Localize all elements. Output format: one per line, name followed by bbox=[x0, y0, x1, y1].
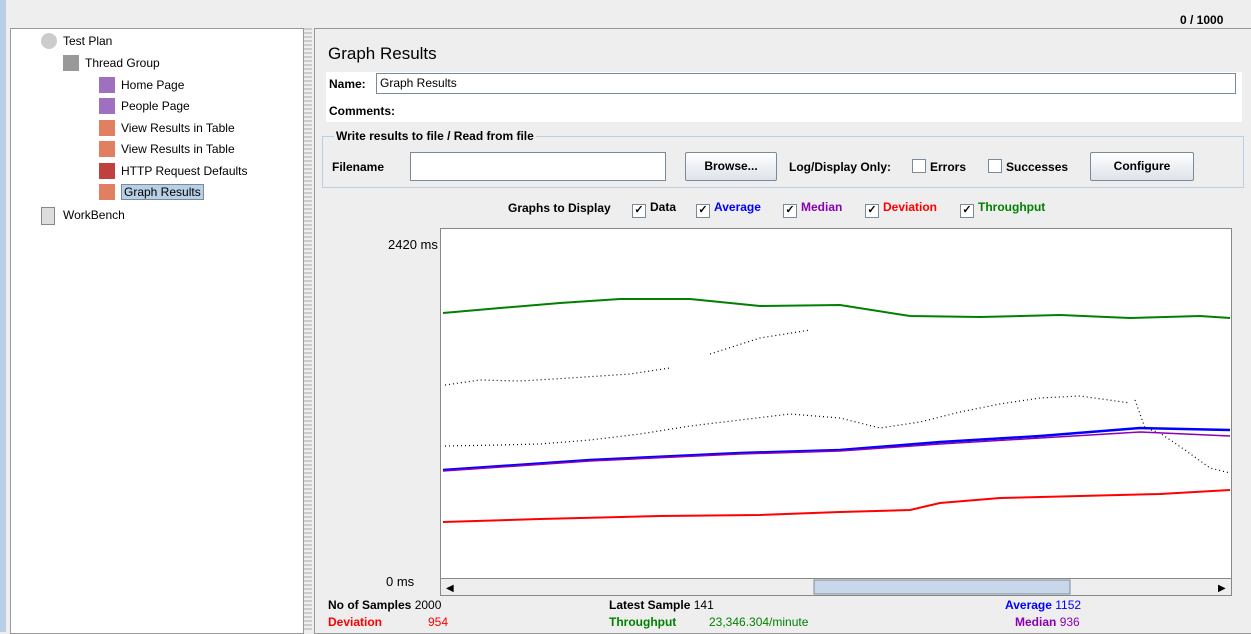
tree-panel: Test Plan Thread Group Home Page People … bbox=[10, 28, 304, 634]
configure-button[interactable]: Configure bbox=[1090, 152, 1194, 181]
scroll-right[interactable]: ▶ bbox=[1218, 583, 1226, 594]
name-field[interactable]: Graph Results bbox=[376, 73, 1236, 94]
node-label: HTTP Request Defaults bbox=[121, 164, 248, 178]
stat: Average 1152 bbox=[1005, 598, 1081, 612]
graph-toggle[interactable]: ✓ Deviation bbox=[865, 200, 937, 218]
graph-label: Median bbox=[801, 200, 843, 214]
graph-label: Throughput bbox=[978, 200, 1046, 214]
scroll-left[interactable]: ◀ bbox=[446, 583, 454, 594]
stat: Latest Sample 141 bbox=[609, 598, 714, 612]
stat-value: 23,346.304/minute bbox=[709, 615, 809, 629]
successes-label: Successes bbox=[1006, 160, 1069, 174]
plot-area bbox=[440, 228, 1232, 579]
tree-node[interactable]: View Results in Table bbox=[99, 119, 235, 137]
average-line bbox=[442, 426, 1231, 472]
data-points bbox=[709, 329, 811, 355]
graph-toggle[interactable]: ✓ Throughput bbox=[960, 200, 1045, 218]
stat-value: 936 bbox=[1059, 615, 1080, 629]
graph-toggle[interactable]: ✓ Average bbox=[696, 200, 761, 218]
counter: 0 / 1000 bbox=[1180, 13, 1224, 27]
successes-checkbox[interactable]: Successes bbox=[988, 159, 1068, 174]
y-max-label: 2420 ms bbox=[388, 237, 438, 252]
panel-title: Graph Results bbox=[328, 44, 437, 63]
stat: Deviation 954 bbox=[328, 615, 448, 629]
graphs-label: Graphs to Display bbox=[508, 201, 611, 215]
stat: Median 936 bbox=[1015, 615, 1080, 629]
stat-label: Median bbox=[1015, 615, 1057, 629]
tree-node-selected[interactable]: Graph Results bbox=[99, 183, 204, 201]
graph-toggle[interactable]: ✓ Data bbox=[632, 200, 676, 218]
graph: ◀ ▶ bbox=[440, 228, 1232, 596]
stat-label: No of Samples bbox=[328, 598, 412, 612]
stat-value: 141 bbox=[693, 598, 714, 612]
stat-label: Average bbox=[1005, 598, 1052, 612]
scroll-thumb[interactable] bbox=[813, 579, 1071, 595]
graph-label: Data bbox=[650, 200, 677, 214]
stat-label: Deviation bbox=[328, 615, 383, 629]
filename-label: Filename bbox=[332, 160, 385, 174]
node-label: People Page bbox=[121, 99, 190, 113]
stat-label: Latest Sample bbox=[609, 598, 691, 612]
errors-label: Errors bbox=[930, 160, 967, 174]
node-label: WorkBench bbox=[63, 208, 125, 222]
tree-node[interactable]: Home Page bbox=[99, 76, 184, 94]
top-bar bbox=[0, 0, 1251, 28]
splitter bbox=[304, 28, 312, 632]
node-label: Thread Group bbox=[85, 56, 160, 70]
graph-toggle[interactable]: ✓ Median bbox=[783, 200, 842, 218]
stat-value: 954 bbox=[428, 615, 449, 629]
comments-label: Comments: bbox=[329, 104, 396, 118]
stat-value: 2000 bbox=[414, 598, 442, 612]
data-points bbox=[1134, 399, 1231, 474]
data-points bbox=[444, 395, 1131, 447]
throughput-line bbox=[442, 298, 1231, 320]
node-label: Home Page bbox=[121, 78, 185, 92]
stat-label: Throughput bbox=[609, 615, 677, 629]
tree-node[interactable]: Thread Group bbox=[63, 54, 160, 72]
graph-label: Average bbox=[714, 200, 761, 214]
name-label: Name: bbox=[329, 77, 366, 91]
left-edge bbox=[0, 0, 6, 632]
node-label: Graph Results bbox=[121, 184, 204, 200]
node-label: View Results in Table bbox=[121, 121, 235, 135]
node-label: Test Plan bbox=[63, 34, 113, 48]
filename-field[interactable] bbox=[410, 152, 666, 181]
file-group bbox=[322, 136, 1244, 188]
tree-node[interactable]: HTTP Request Defaults bbox=[99, 162, 248, 180]
stat: No of Samples 2000 bbox=[328, 598, 441, 612]
stat-value: 1152 bbox=[1055, 598, 1082, 612]
tree-node[interactable]: People Page bbox=[99, 97, 190, 115]
tree-node[interactable]: Test Plan bbox=[41, 32, 112, 50]
stat: Throughput 23,346.304/minute bbox=[609, 615, 808, 629]
log-label: Log/Display Only: bbox=[789, 160, 892, 174]
deviation-line bbox=[442, 489, 1231, 523]
y-min-label: 0 ms bbox=[386, 574, 415, 589]
tree-node[interactable]: WorkBench bbox=[41, 206, 125, 225]
node-label: View Results in Table bbox=[121, 142, 235, 156]
graph-label: Deviation bbox=[883, 200, 938, 214]
file-group-label: Write results to file / Read from file bbox=[334, 129, 536, 143]
errors-checkbox[interactable]: Errors bbox=[912, 159, 966, 174]
median-line bbox=[442, 431, 1231, 472]
tree-node[interactable]: View Results in Table bbox=[99, 140, 235, 158]
browse-button[interactable]: Browse... bbox=[685, 152, 777, 181]
